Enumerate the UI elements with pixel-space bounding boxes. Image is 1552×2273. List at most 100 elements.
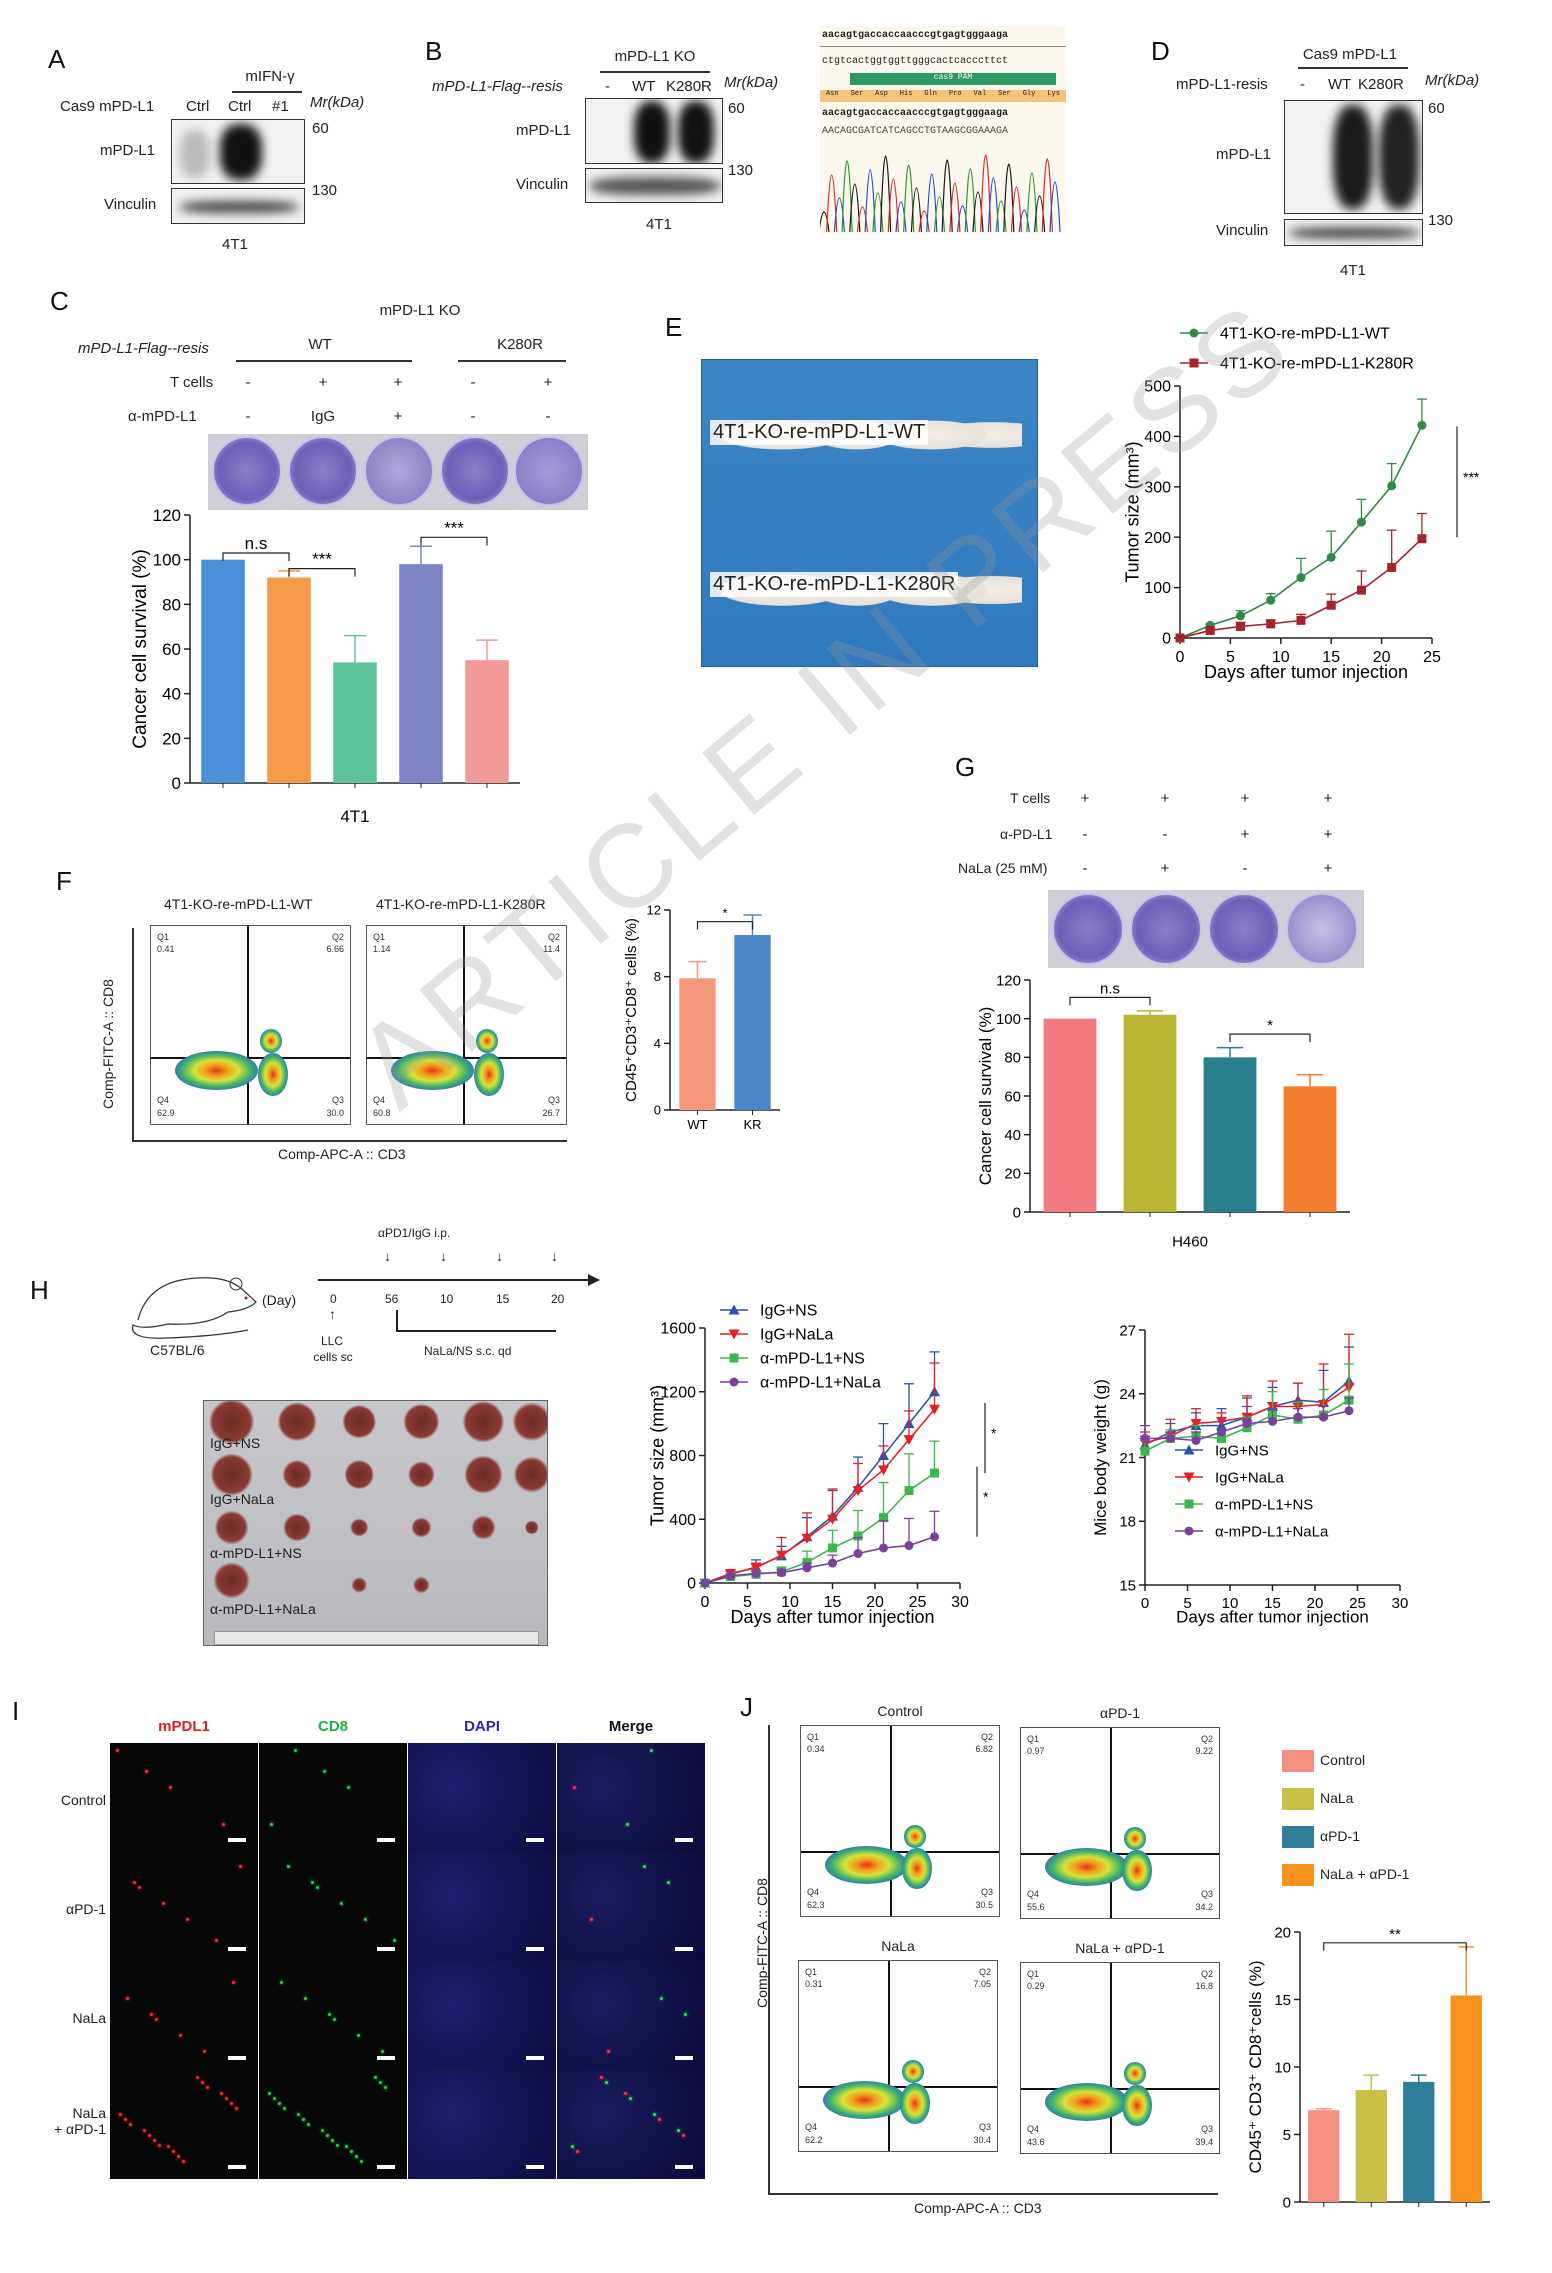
row-label: mPD-L1-Flag--resis — [78, 340, 209, 357]
quadrant-label: Q1 — [1027, 1969, 1040, 1979]
data-point — [828, 1558, 837, 1568]
fluorescent-spot — [624, 2092, 627, 2095]
data-point — [1184, 1526, 1194, 1536]
condition-value: + — [1160, 860, 1170, 877]
cell-population — [476, 1028, 499, 1053]
arrow-down-icon: ↓ — [551, 1248, 558, 1264]
marker-60: 60 — [728, 100, 745, 117]
row-label: Control — [60, 1792, 106, 1808]
fluorescent-spot — [124, 2118, 127, 2121]
cell-line-label: 4T1 — [646, 216, 672, 233]
fluorescent-spot — [355, 2155, 358, 2158]
data-point — [1184, 1499, 1194, 1509]
bar — [1355, 2089, 1387, 2202]
condition-value: - — [1162, 826, 1168, 843]
x-tick-label: 25 — [1349, 1595, 1366, 1612]
data-point — [1235, 621, 1245, 631]
peak — [895, 201, 907, 233]
lane-label: K280R — [666, 78, 712, 95]
lane-label: Ctrl — [228, 98, 252, 115]
quadrant-value: 55.6 — [1027, 1902, 1045, 1912]
condition-value: - — [545, 408, 551, 425]
fluorescent-spot — [605, 2081, 608, 2084]
data-point — [1189, 328, 1199, 338]
row-label: αPD-1 — [66, 1901, 106, 1917]
condition-value: - — [1082, 826, 1088, 843]
fluorescent-spot — [333, 2018, 336, 2021]
fluorescent-spot — [379, 2081, 382, 2084]
photo-row-label: IgG+NS — [210, 1435, 261, 1451]
significance-bracket — [420, 536, 488, 546]
condition-value: + — [1323, 860, 1333, 877]
mr-label: Mr(kDa) — [310, 94, 365, 111]
x-tick-label: KR — [743, 1117, 761, 1132]
fluorescent-spot — [143, 2129, 146, 2132]
y-tick-label: 20 — [1004, 1166, 1021, 1183]
quadrant-value: 30.0 — [326, 1108, 344, 1118]
cell-population — [390, 1050, 475, 1091]
panel-label-g: G — [955, 752, 976, 782]
sequence-complement: ctgtcactggtggttgggcactcacccttct — [822, 56, 1009, 67]
condition-value: - — [245, 408, 251, 425]
well — [1286, 893, 1358, 965]
flow-title: 4T1-KO-re-mPD-L1-WT — [164, 896, 313, 912]
y-tick-label: 1200 — [660, 1384, 696, 1401]
micrograph-dapi — [408, 1961, 556, 2070]
x-tick-label: 15 — [1264, 1595, 1281, 1612]
micrograph-mpdl1 — [110, 1743, 258, 1852]
cell-population — [903, 1824, 926, 1848]
micrograph-dapi — [408, 1743, 556, 1852]
blot-mpd-l1 — [171, 119, 305, 184]
cell-population — [474, 1052, 505, 1097]
quadrant-value: 9.22 — [1195, 1746, 1213, 1756]
fluorescent-spot — [280, 1981, 283, 1984]
row-label: T cells — [1010, 790, 1051, 806]
data-point — [1319, 1412, 1328, 1422]
cell-population — [1044, 1847, 1128, 1886]
significance-bracket — [1229, 1033, 1311, 1043]
bar — [1203, 1057, 1257, 1212]
quadrant-label: Q3 — [980, 1887, 993, 1897]
y-tick-label: 100 — [996, 1011, 1021, 1028]
column-header: CD8 — [317, 1718, 348, 1735]
marker-130: 130 — [1428, 212, 1454, 229]
cell-population — [824, 1845, 908, 1884]
sequence-ref: aacagtgaccaccaacccgtgagtgggaaga — [822, 30, 1009, 41]
aa: Asn — [825, 90, 839, 98]
data-point — [726, 1571, 735, 1581]
bar — [333, 662, 377, 783]
x-axis-label: Days after tumor injection — [730, 1607, 934, 1627]
y-tick-label: 400 — [1144, 429, 1171, 446]
quadrant-label: Q2 — [978, 1967, 991, 1977]
fluorescent-spot — [302, 2118, 305, 2121]
condition-value: + — [393, 374, 403, 391]
sequence-ruler — [820, 46, 1066, 47]
row-label: T cells — [170, 374, 214, 391]
quadrant-value: 16.8 — [1195, 1981, 1213, 1991]
quadrant-value: 11.4 — [543, 944, 560, 954]
header-label: mPD-L1 KO — [614, 48, 696, 65]
arrow-head — [588, 1274, 600, 1286]
fluorescent-spot — [571, 2145, 574, 2148]
day-tick: 20 — [551, 1292, 565, 1306]
panel-label-d: D — [1151, 36, 1170, 66]
y-tick-label: 0 — [654, 1103, 661, 1118]
fluorescent-spot — [667, 1881, 670, 1884]
fluorescent-spot — [203, 2050, 206, 2053]
significance-bracket — [288, 568, 356, 577]
quadrant-value: 30.5 — [975, 1900, 993, 1910]
legend-label: α-mPD-L1+NaLa — [1215, 1523, 1329, 1540]
data-point — [1183, 1444, 1195, 1455]
divider — [1298, 67, 1408, 69]
scale-bar — [377, 1947, 395, 1951]
bar — [1403, 2081, 1435, 2202]
bar — [734, 935, 771, 1110]
x-axis-label: 4T1 — [340, 807, 369, 826]
condition-value: - — [1082, 860, 1088, 877]
y-tick-label: 5 — [1283, 2127, 1291, 2144]
fluorescent-spot — [600, 2076, 603, 2079]
quadrant-value: 62.9 — [157, 1108, 175, 1118]
fluorescent-spot — [360, 2160, 363, 2163]
quadrant-label: Q2 — [547, 932, 560, 942]
chart-j-cd8-percent: 0 5 10 15 20 CD45⁺ CD3⁺ CD8⁺cells (%) ** — [1246, 1924, 1490, 2211]
